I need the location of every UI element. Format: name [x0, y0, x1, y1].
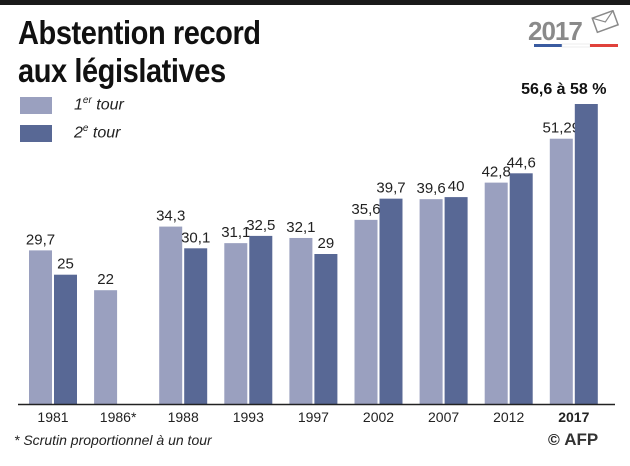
legend-swatch-tour2 [20, 124, 52, 142]
data-label-2012-tour1: 42,8 [482, 164, 511, 181]
copyright-symbol: © [548, 432, 560, 449]
chart-title: Abstention record aux législatives [18, 14, 261, 90]
x-tick-label-1993: 1993 [233, 409, 264, 425]
data-label-1993-tour2: 32,5 [246, 217, 275, 234]
data-label-2002-tour1: 35,6 [351, 201, 380, 218]
election-2017-logo: 2017 [528, 10, 620, 50]
bar-2012-tour2 [509, 173, 533, 404]
ballot-envelope-icon [534, 10, 620, 48]
x-tick-label-1997: 1997 [298, 409, 329, 425]
bar-1986-tour1 [94, 290, 118, 404]
data-label-1993-tour1: 31,1 [221, 224, 250, 241]
bar-2002-tour1 [354, 219, 378, 404]
data-label-1988-tour1: 34,3 [156, 208, 185, 225]
bar-1993-tour2 [249, 235, 273, 404]
x-tick-label-1981: 1981 [37, 409, 68, 425]
bar-1997-tour1 [289, 237, 313, 404]
credit: © AFP [548, 430, 598, 450]
annotation-2017-range: 56,6 à 58 % [521, 81, 606, 98]
data-label-1988-tour2: 30,1 [181, 229, 210, 246]
bar-2002-tour2 [379, 198, 403, 404]
chart-title-line2: aux législatives [18, 52, 226, 89]
bar-2012-tour1 [484, 182, 508, 404]
logo-year: 2017 [528, 16, 583, 46]
x-tick-label-2002: 2002 [363, 409, 394, 425]
legend-item-tour1: 1er tour [20, 95, 124, 115]
data-label-1986-tour1: 22 [97, 271, 114, 288]
x-tick-label-2012: 2012 [493, 409, 524, 425]
data-label-2012-tour2: 44,6 [507, 154, 536, 171]
bar-1993-tour1 [224, 243, 248, 404]
data-label-2007-tour1: 39,6 [416, 180, 445, 197]
data-label-2002-tour2: 39,7 [376, 180, 405, 197]
x-tick-label-1988: 1988 [168, 409, 199, 425]
data-label-1997-tour2: 29 [318, 235, 335, 252]
x-tick-label-2017: 2017 [558, 409, 589, 425]
data-label-1981-tour2: 25 [57, 256, 74, 273]
bar-1988-tour1 [159, 226, 183, 404]
top-bar [0, 0, 630, 5]
bar-2007-tour2 [444, 197, 468, 404]
chart-title-line1: Abstention record [18, 14, 261, 51]
data-label-1997-tour1: 32,1 [286, 219, 315, 236]
bar-2017-tour2 [574, 104, 598, 404]
legend-swatch-tour1 [20, 96, 52, 114]
legend-label-tour1: 1er tour [74, 95, 124, 114]
bar-1981-tour2 [54, 274, 77, 404]
x-tick-label-1986: 1986* [100, 409, 137, 425]
data-label-2007-tour2: 40 [448, 178, 465, 195]
x-tick-label-2007: 2007 [428, 409, 459, 425]
footnote: * Scrutin proportionnel à un tour [14, 432, 212, 448]
bar-1988-tour2 [184, 248, 208, 404]
data-label-2017-tour1: 51,29 [543, 120, 581, 137]
legend: 1er tour 2e tour [20, 95, 124, 151]
bar-1997-tour2 [314, 254, 338, 404]
bar-2007-tour1 [419, 199, 443, 404]
bar-2017-tour1 [549, 138, 573, 404]
legend-label-tour2: 2e tour [74, 123, 121, 142]
data-label-1981-tour1: 29,7 [26, 231, 55, 248]
afp-logo: AFP [564, 430, 599, 449]
legend-item-tour2: 2e tour [20, 123, 124, 143]
bar-1981-tour1 [29, 250, 52, 404]
